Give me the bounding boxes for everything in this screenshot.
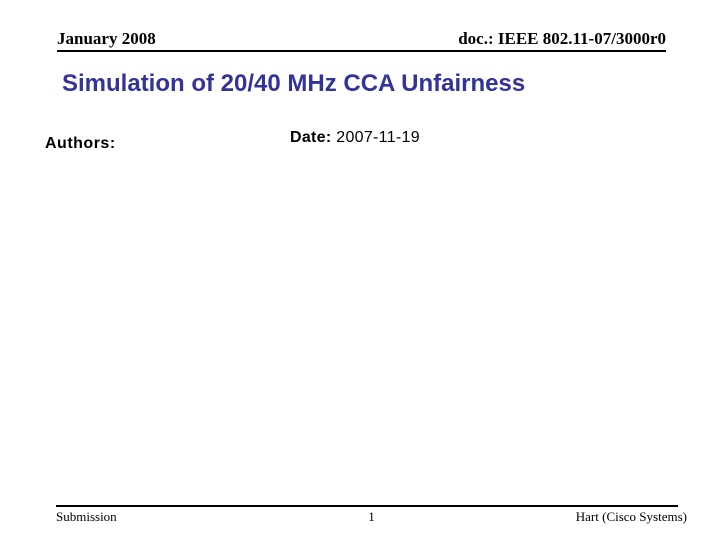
header-doc-number: doc.: IEEE 802.11-07/3000r0	[458, 29, 666, 48]
date-value: 2007-11-19	[336, 129, 420, 146]
footer-submission-label: Submission	[56, 509, 117, 524]
footer-attribution: Hart (Cisco Systems)	[575, 509, 687, 524]
slide-title: Simulation of 20/40 MHz CCA Unfairness	[62, 70, 526, 97]
footer-row: Submission 1 Hart (Cisco Systems)	[56, 509, 687, 525]
date-label: Date:	[290, 129, 332, 146]
footer-rule	[56, 505, 678, 507]
authors-label: Authors:	[45, 135, 116, 152]
slide-header: January 2008 doc.: IEEE 802.11-07/3000r0	[57, 29, 666, 52]
header-date: January 2008	[57, 29, 156, 48]
footer-page-number: 1	[368, 509, 375, 524]
date-line: Date: 2007-11-19	[290, 129, 420, 147]
slide-footer: Submission 1 Hart (Cisco Systems)	[56, 505, 687, 525]
